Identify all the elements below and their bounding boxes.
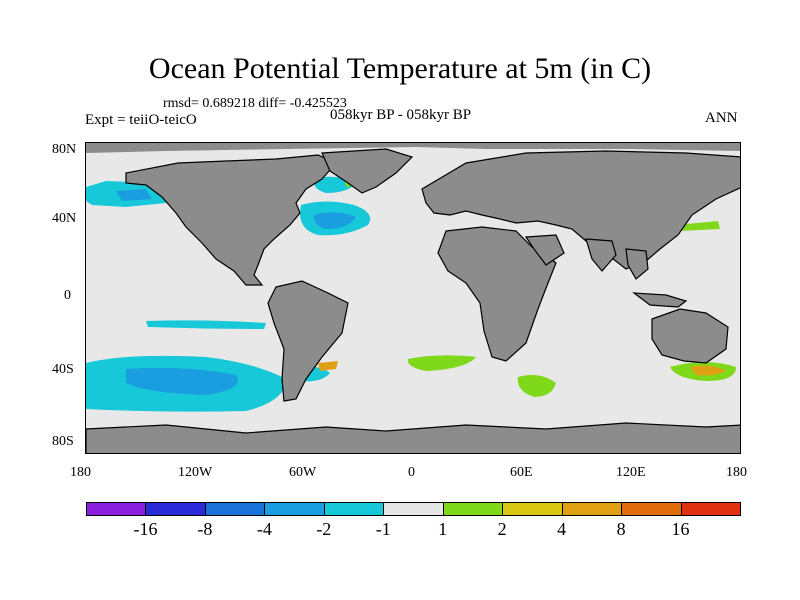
anomaly-kerguelen: [517, 375, 556, 397]
y-tick-label: 40N: [52, 211, 77, 226]
colorbar-label: -1: [375, 519, 391, 539]
land-south-america: [267, 280, 349, 402]
land-australia: [651, 308, 729, 364]
land-layer: [86, 143, 740, 453]
land-indochina: [625, 248, 649, 280]
period-label: 058kyr BP - 058kyr BP: [330, 107, 472, 123]
land-antarctica: [86, 422, 740, 453]
colorbar-label: -2: [316, 519, 332, 539]
colorbar-label: 4: [557, 519, 567, 539]
colorbar-swatch: [145, 502, 206, 516]
land-africa: [437, 226, 557, 362]
land-arabia: [524, 234, 565, 266]
colorbar-swatch: [323, 502, 385, 516]
anomaly-japan-warm: [676, 221, 720, 231]
anomaly-indian-west: [407, 355, 476, 371]
map-title: Ocean Potential Temperature at 5m (in C): [148, 52, 652, 85]
y-tick-label: 0: [64, 288, 71, 303]
colorbar-label: -16: [133, 519, 158, 539]
x-tick-label: 120W: [178, 465, 213, 480]
map-canvas: [86, 143, 740, 453]
x-tick-label: 180: [726, 465, 747, 480]
x-tick-label: 60W: [289, 465, 317, 480]
colorbar-label: 2: [497, 519, 507, 539]
anomaly-australia-south-core: [690, 365, 726, 376]
colorbar-label: -8: [197, 519, 213, 539]
colorbar-label: 1: [438, 519, 448, 539]
colorbar-swatch: [621, 502, 682, 516]
y-tick-label: 80S: [52, 434, 74, 449]
anomaly-layer: [86, 176, 736, 412]
anomaly-south-pacific-core: [126, 367, 238, 395]
colorbar-label: 8: [616, 519, 626, 539]
x-tick-label: 60E: [510, 465, 533, 480]
map-panel: [85, 142, 741, 454]
experiment-label: Expt = teiiO-teicO: [85, 112, 197, 128]
land-arctic-fringe: [86, 143, 740, 153]
land-eurasia: [421, 150, 740, 270]
stats-label: rmsd= 0.689218 diff= -0.425523: [163, 96, 347, 111]
anomaly-brazil-warm: [318, 361, 338, 371]
x-tick-label: 0: [408, 465, 415, 480]
land-greenland: [321, 148, 414, 194]
season-label: ANN: [705, 110, 738, 126]
colorbar-swatch: [264, 502, 325, 516]
x-tick-label: 180: [70, 465, 91, 480]
colorbar-swatch: [502, 502, 563, 516]
land-india: [585, 238, 617, 272]
colorbar-swatch: [680, 502, 741, 516]
anomaly-pacific-north-core: [116, 189, 152, 201]
land-north-america: [125, 154, 337, 286]
land-indonesia: [632, 292, 688, 308]
colorbar-label: 16: [671, 519, 690, 539]
y-tick-label: 80N: [52, 142, 77, 157]
colorbar-swatch: [204, 502, 266, 516]
y-tick-label: 40S: [52, 362, 74, 377]
x-tick-label: 120E: [616, 465, 646, 480]
anomaly-north-atlantic-core: [313, 212, 356, 229]
anomaly-south-pacific-cold-band: [146, 320, 266, 329]
colorbar-swatch: [561, 502, 623, 516]
colorbar-label: -4: [256, 519, 272, 539]
colorbar-swatch: [442, 502, 504, 516]
colorbar-swatch: [383, 502, 444, 516]
colorbar-swatch: [86, 502, 147, 516]
